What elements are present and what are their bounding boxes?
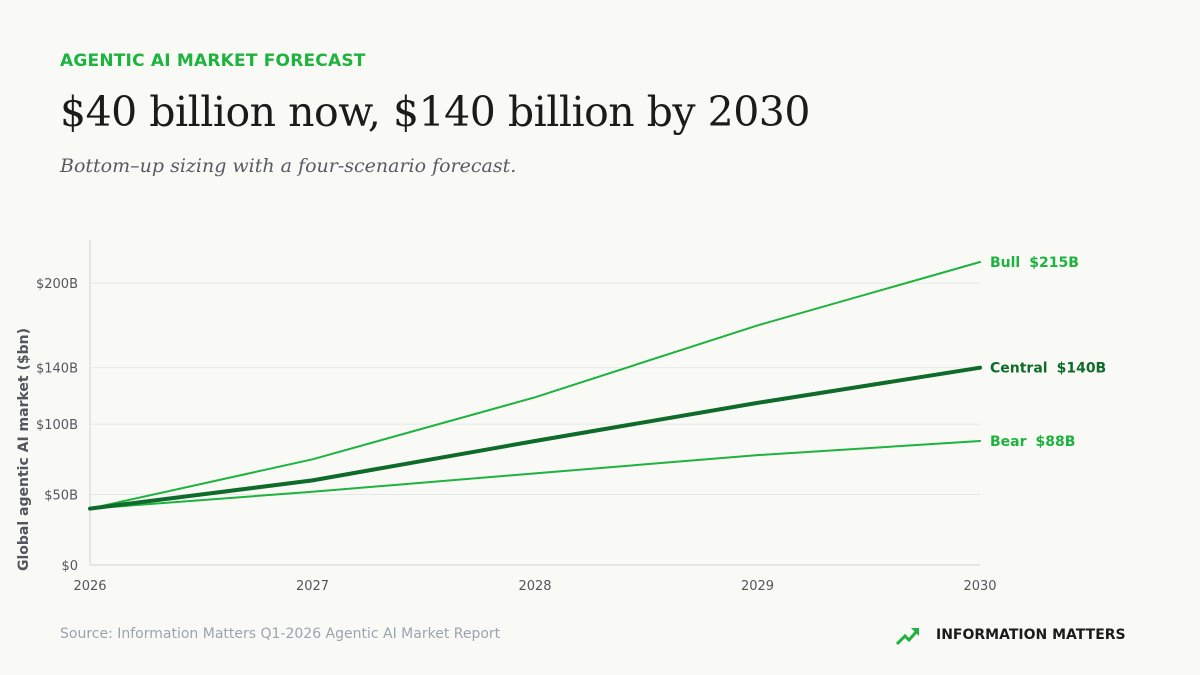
series-label-bull: Bull $215B — [990, 255, 1079, 271]
series-name: Bull — [990, 255, 1020, 271]
y-axis-title: Global agentic AI market ($bn) — [16, 328, 32, 571]
series-name: Bear — [990, 434, 1027, 450]
brand-name: INFORMATION MATTERS — [936, 627, 1126, 643]
x-tick-label: 2026 — [73, 579, 106, 594]
series-label-central: Central $140B — [990, 361, 1106, 377]
x-tick-label: 2030 — [963, 579, 996, 594]
y-tick-label: $100B — [36, 418, 78, 433]
series-label-bear: Bear $88B — [990, 434, 1075, 450]
x-tick-label: 2027 — [296, 579, 329, 594]
x-tick-label: 2029 — [741, 579, 774, 594]
chart-kicker: AGENTIC AI MARKET FORECAST — [60, 51, 366, 71]
source-note: Source: Information Matters Q1-2026 Agen… — [60, 626, 501, 642]
series-line-central — [88, 365, 982, 511]
chart-subtitle: Bottom–up sizing with a four-scenario fo… — [60, 155, 517, 177]
series-name: Central — [990, 361, 1048, 377]
series-line-bear — [89, 440, 981, 510]
brand-logo: INFORMATION MATTERS — [896, 624, 1126, 646]
y-tick-label: $140B — [36, 362, 78, 377]
y-tick-label: $0 — [61, 559, 78, 574]
series-line-bull — [89, 261, 981, 510]
chart-title: $40 billion now, $140 billion by 2030 — [60, 88, 810, 136]
trend-up-icon — [896, 628, 919, 645]
series-end-value: $215B — [1029, 255, 1079, 271]
x-tick-label: 2028 — [518, 579, 551, 594]
y-tick-label: $200B — [36, 277, 78, 292]
y-tick-label: $50B — [44, 489, 78, 504]
series-end-value: $140B — [1057, 361, 1107, 377]
series-end-value: $88B — [1036, 434, 1076, 450]
